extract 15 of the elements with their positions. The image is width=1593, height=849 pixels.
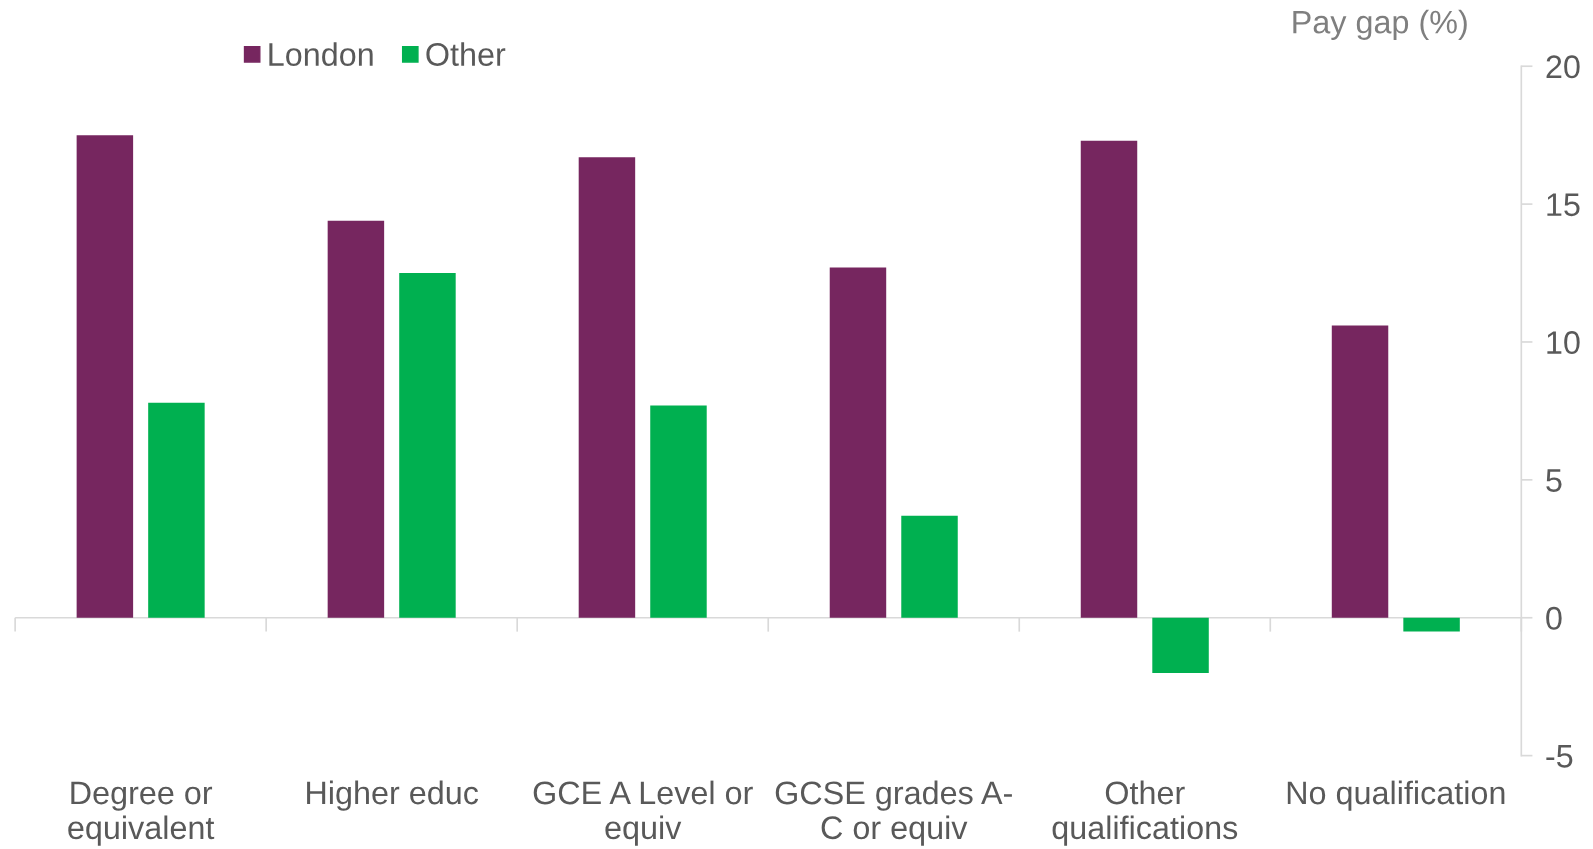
x-tick-label: No qualification [1287,780,1505,811]
x-tick-label: Higher educ [307,780,479,811]
y-axis-title: Pay gap (%) [1293,9,1467,40]
y-tick-label: 10 [1547,331,1580,355]
y-tick-label: 0 [1546,606,1562,630]
x-tick-label: Degree or equivalent [68,781,215,846]
legend-label: London [269,42,373,66]
y-tick-label: 15 [1547,193,1580,217]
x-tick-label: GCSE grades A- C or equiv [775,780,1012,846]
y-tick-label: -5 [1546,745,1573,768]
legend-label: Other [426,42,506,66]
y-tick-label: 20 [1546,55,1580,79]
x-tick-label: GCE A Level or equiv [533,780,753,846]
x-tick-label: Other qualifications [1052,780,1238,846]
y-tick-label: 5 [1546,469,1562,492]
